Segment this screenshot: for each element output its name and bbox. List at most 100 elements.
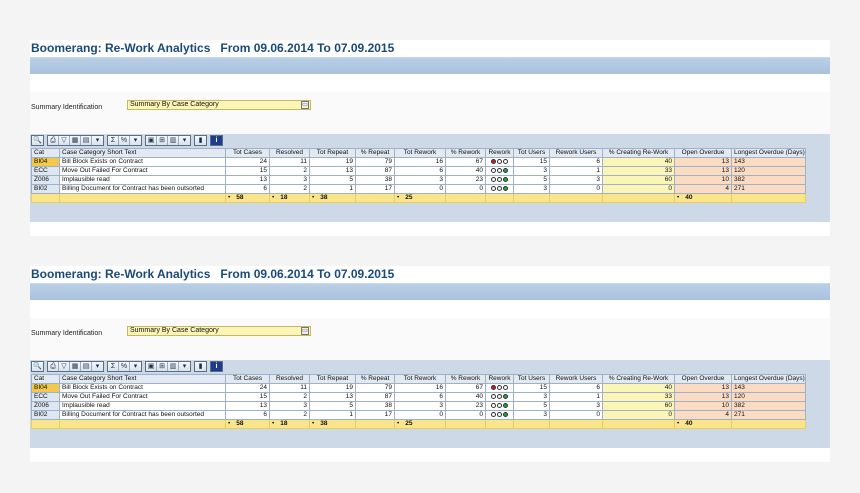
chart-icon[interactable]: ▮: [195, 136, 206, 145]
graphic-icon[interactable]: ▾: [179, 136, 190, 145]
total-marker: •: [228, 194, 231, 202]
column-header-pct-repeat[interactable]: % Repeat: [355, 148, 395, 158]
sum-icon[interactable]: Σ: [108, 136, 119, 145]
filter-icon[interactable]: ▽: [59, 362, 70, 371]
cell-case-category-text: Implausible read: [59, 401, 226, 411]
total-tot-repeat: • 38: [309, 419, 356, 429]
column-header-tot-rework[interactable]: Tot Rework: [394, 374, 446, 384]
spreadsheet-icon[interactable]: ▣: [146, 362, 157, 371]
table-row[interactable]: BI04 Bill Block Exists on Contract 24 11 19 7…: [31, 383, 806, 393]
cell-pct-repeat: 79: [355, 383, 395, 393]
table-row[interactable]: BI02 Billing Document for Contract has be…: [31, 410, 806, 420]
column-header-open-overdue[interactable]: Open Overdue: [674, 148, 732, 158]
cell-rework-users: 1: [549, 166, 603, 176]
column-header-open-overdue[interactable]: Open Overdue: [674, 374, 732, 384]
cell-tot-cases: 15: [225, 392, 270, 402]
chart-icon[interactable]: ▮: [195, 362, 206, 371]
sum-icon[interactable]: Σ: [108, 362, 119, 371]
cell-tot-users: 5: [513, 401, 550, 411]
table-row[interactable]: BI02 Billing Document for Contract has be…: [31, 184, 806, 194]
table-row[interactable]: BI04 Bill Block Exists on Contract 24 11 19 7…: [31, 157, 806, 167]
filter-label: Summary Identification: [31, 330, 103, 337]
column-header-rework-light[interactable]: Rework: [485, 148, 514, 158]
subtotal-icon[interactable]: ▤: [81, 136, 92, 145]
report-panel: Boomerang: Re-Work Analytics From 09.06.…: [30, 266, 830, 462]
column-header-longest-overdue[interactable]: Longest Overdue (Days): [731, 148, 806, 158]
info-icon[interactable]: i: [211, 136, 222, 145]
cell-open-overdue: 4: [674, 410, 732, 420]
column-header-tot-users[interactable]: Tot Users: [513, 148, 550, 158]
cell-pct-repeat: 38: [355, 175, 395, 185]
cell-pct-rework: 40: [445, 392, 486, 402]
column-header-cat[interactable]: Cat: [31, 374, 60, 384]
subtotal-icon[interactable]: ▤: [81, 362, 92, 371]
column-header-longest-overdue[interactable]: Longest Overdue (Days): [731, 374, 806, 384]
print-icon[interactable]: ⎙: [48, 362, 59, 371]
cell-cat[interactable]: ECC: [31, 166, 60, 176]
find-icon[interactable]: ▦: [70, 136, 81, 145]
sort-icon[interactable]: %: [119, 362, 130, 371]
cell-cat[interactable]: ECC: [31, 392, 60, 402]
table-row[interactable]: Z006 Implausible read 13 3 5 38 3 23 5 3 60 10 382: [31, 175, 806, 185]
details-icon[interactable]: 🔍: [32, 136, 43, 145]
spreadsheet-icon[interactable]: ▣: [146, 136, 157, 145]
print-icon[interactable]: ⎙: [48, 136, 59, 145]
column-header-tot-repeat[interactable]: Tot Repeat: [309, 148, 356, 158]
cell-tot-users: 3: [513, 166, 550, 176]
column-header-resolved[interactable]: Resolved: [269, 148, 310, 158]
column-header-rework-light[interactable]: Rework: [485, 374, 514, 384]
column-header-pct-rework[interactable]: % Rework: [445, 374, 486, 384]
column-header-pct-rework[interactable]: % Rework: [445, 148, 486, 158]
column-header-pct-creating-rework[interactable]: % Creating Re-Work: [602, 148, 675, 158]
table-row[interactable]: ECC Move Out Failed For Contract 15 2 13 87 6 4…: [31, 392, 806, 402]
layout-icon[interactable]: ⊞: [157, 136, 168, 145]
cell-cat[interactable]: BI02: [31, 184, 60, 194]
column-header-tot-users[interactable]: Tot Users: [513, 374, 550, 384]
total-marker: •: [312, 194, 315, 202]
column-header-tot-repeat[interactable]: Tot Repeat: [309, 374, 356, 384]
column-header-rework-users[interactable]: Rework Users: [549, 374, 603, 384]
report-title: Boomerang: Re-Work Analytics From 09.06.…: [30, 40, 830, 57]
value-help-icon[interactable]: ▭: [301, 101, 309, 109]
cell-open-overdue: 13: [674, 383, 732, 393]
column-header-tot-cases[interactable]: Tot Cases: [225, 374, 270, 384]
column-header-resolved[interactable]: Resolved: [269, 374, 310, 384]
filter-set-icon[interactable]: ▾: [92, 362, 103, 371]
total-marker: •: [397, 194, 400, 202]
export-icon[interactable]: ▾: [130, 362, 141, 371]
table-row[interactable]: Z006 Implausible read 13 3 5 38 3 23 5 3 60 10 382: [31, 401, 806, 411]
find-icon[interactable]: ▦: [70, 362, 81, 371]
cell-cat[interactable]: Z006: [31, 401, 60, 411]
cell-cat[interactable]: BI02: [31, 410, 60, 420]
cell-cat[interactable]: BI04: [31, 157, 60, 167]
info-icon[interactable]: i: [211, 362, 222, 371]
change-layout-icon[interactable]: ▥: [168, 362, 179, 371]
filter-icon[interactable]: ▽: [59, 136, 70, 145]
column-header-case-category-text[interactable]: Case Category Short Text: [59, 148, 226, 158]
cell-cat[interactable]: Z006: [31, 175, 60, 185]
column-header-rework-users[interactable]: Rework Users: [549, 148, 603, 158]
cell-rework-users: 0: [549, 410, 603, 420]
column-header-case-category-text[interactable]: Case Category Short Text: [59, 374, 226, 384]
graphic-icon[interactable]: ▾: [179, 362, 190, 371]
column-header-pct-repeat[interactable]: % Repeat: [355, 374, 395, 384]
table-row[interactable]: ECC Move Out Failed For Contract 15 2 13 87 6 4…: [31, 166, 806, 176]
sort-icon[interactable]: %: [119, 136, 130, 145]
layout-icon[interactable]: ⊞: [157, 362, 168, 371]
value-help-icon[interactable]: ▭: [301, 327, 309, 335]
total-value: 58: [236, 420, 244, 428]
column-header-tot-cases[interactable]: Tot Cases: [225, 148, 270, 158]
export-icon[interactable]: ▾: [130, 136, 141, 145]
filter-set-icon[interactable]: ▾: [92, 136, 103, 145]
summary-identification-field[interactable]: Summary By Case Category ▭: [127, 100, 311, 110]
cell-cat[interactable]: BI04: [31, 383, 60, 393]
cell-tot-repeat: 1: [309, 184, 356, 194]
total-tot-repeat: • 38: [309, 193, 356, 203]
cell-open-overdue: 4: [674, 184, 732, 194]
details-icon[interactable]: 🔍: [32, 362, 43, 371]
column-header-tot-rework[interactable]: Tot Rework: [394, 148, 446, 158]
change-layout-icon[interactable]: ▥: [168, 136, 179, 145]
column-header-cat[interactable]: Cat: [31, 148, 60, 158]
column-header-pct-creating-rework[interactable]: % Creating Re-Work: [602, 374, 675, 384]
summary-identification-field[interactable]: Summary By Case Category ▭: [127, 326, 311, 336]
